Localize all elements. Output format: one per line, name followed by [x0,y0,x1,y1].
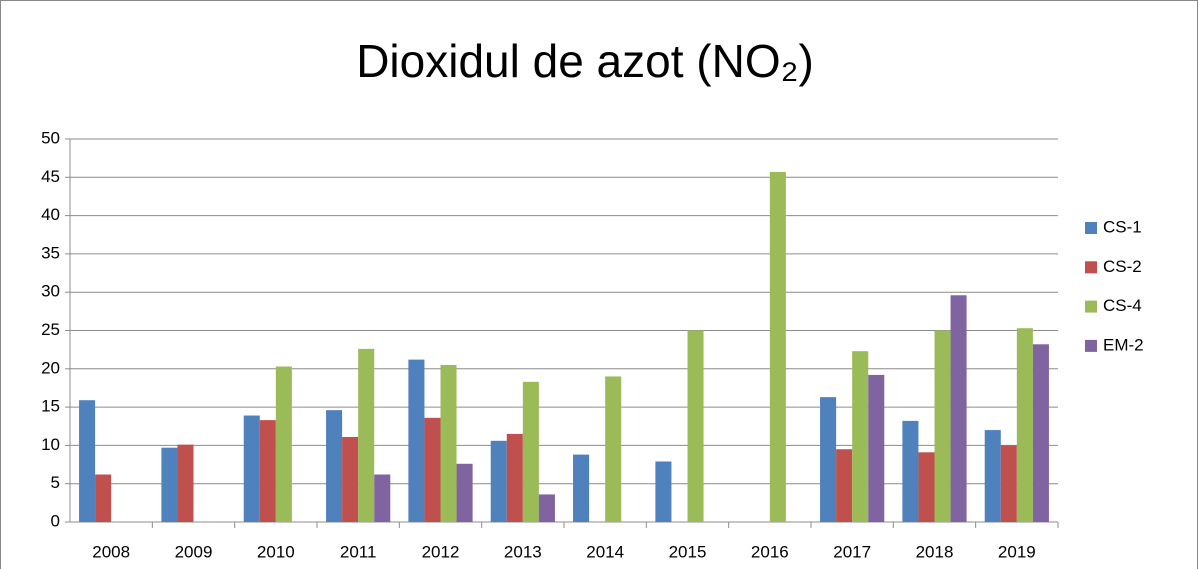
bar [902,420,919,522]
bar [275,366,292,522]
bar [177,444,194,522]
x-tick-label: 2010 [257,542,295,561]
bar [573,454,590,522]
y-tick-label: 45 [41,167,60,186]
bar [440,364,457,522]
bar [326,410,343,522]
bar [538,494,555,522]
y-tick-label: 40 [41,205,60,224]
y-tick-label: 0 [51,511,60,530]
y-tick-label: 30 [41,282,60,301]
bar [1032,344,1049,522]
bar [918,452,935,522]
legend-swatch [1085,222,1097,234]
bar [408,359,425,522]
bar [820,397,837,522]
x-tick-label: 2016 [751,542,789,561]
x-tick-label: 2012 [422,542,460,561]
legend-label: CS-2 [1103,257,1142,276]
bar [950,295,967,522]
y-tick-label: 50 [41,128,60,147]
bar [605,376,622,522]
bar [934,330,951,522]
legend-swatch [1085,300,1097,313]
bar [243,415,260,522]
bar [687,330,704,522]
y-tick-label: 15 [41,397,60,416]
x-tick-label: 2019 [998,542,1036,561]
x-tick-label: 2008 [92,542,130,561]
bar [984,430,1001,522]
x-tick-label: 2009 [175,542,213,561]
legend-label: EM-2 [1103,335,1144,354]
bar [769,171,786,523]
bar [161,447,178,522]
bar [456,463,473,522]
chart-title: Dioxidul de azot (NO₂) [356,35,814,87]
bar [522,381,539,522]
bar [836,449,853,522]
bar [1000,445,1017,522]
bar [655,461,672,522]
bar [374,474,391,522]
bar [79,400,96,522]
bar [358,348,375,522]
bar [868,374,885,522]
bar [1016,328,1033,522]
bar [95,474,112,522]
bar [490,440,507,522]
bar [852,351,869,522]
x-tick-label: 2011 [340,542,377,561]
legend-label: CS-1 [1103,217,1142,236]
y-tick-label: 10 [41,435,60,454]
legend-label: CS-4 [1103,296,1142,315]
x-tick-label: 2018 [916,542,954,561]
y-tick-label: 5 [51,473,60,492]
y-tick-label: 35 [41,243,60,262]
x-tick-label: 2014 [586,542,624,561]
bar [342,436,359,522]
y-tick-label: 20 [41,358,60,377]
y-tick-label: 25 [41,320,60,339]
bar [506,433,523,522]
bar [259,420,276,522]
legend-swatch [1085,261,1097,274]
x-tick-label: 2015 [669,542,707,561]
bar [424,417,441,522]
legend-swatch [1085,339,1097,352]
x-tick-label: 2017 [833,542,871,561]
x-tick-label: 2013 [504,542,542,561]
